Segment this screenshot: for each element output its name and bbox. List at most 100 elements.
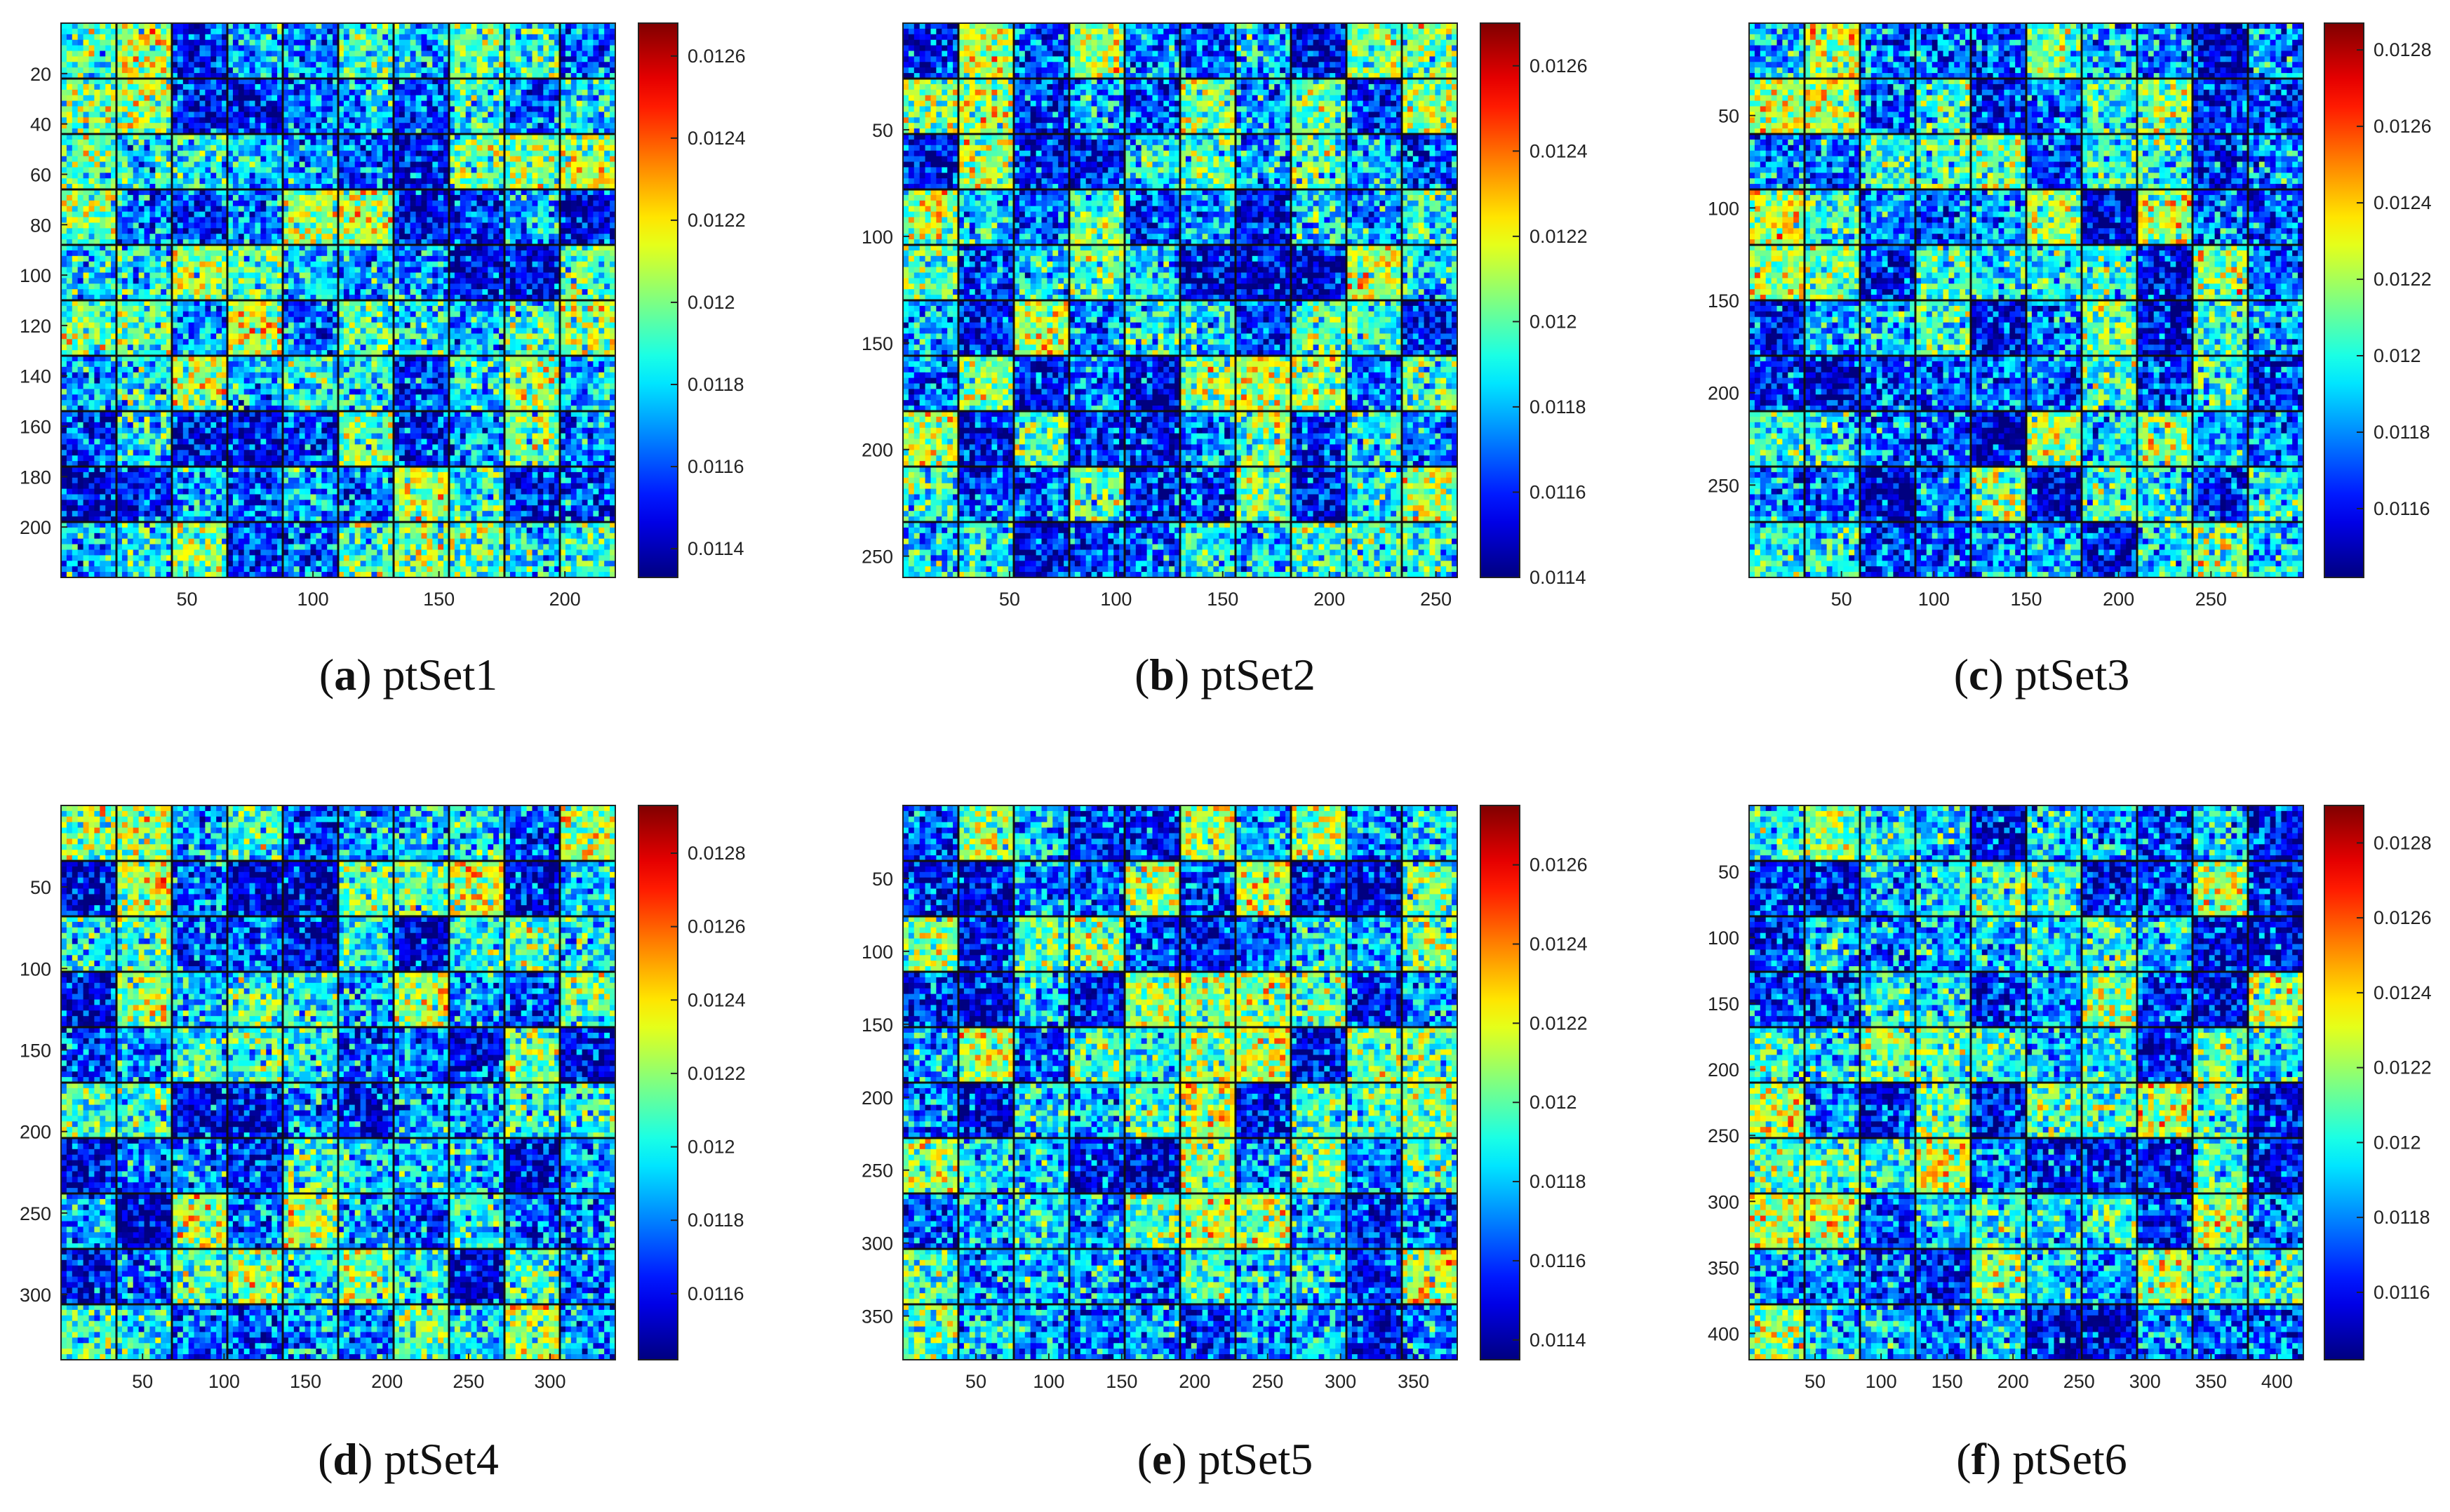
heatmap-cell — [410, 173, 416, 178]
heatmap-cell — [288, 256, 294, 262]
heatmap-cell — [83, 262, 89, 267]
heatmap-cell — [216, 262, 222, 267]
heatmap-cell — [288, 90, 294, 95]
heatmap-cell — [471, 34, 477, 40]
heatmap-cell — [344, 107, 349, 112]
heatmap-cell — [460, 206, 466, 212]
heatmap-cell — [588, 62, 594, 67]
heatmap-cell — [410, 84, 416, 90]
heatmap-cell — [94, 112, 100, 117]
heatmap-cell — [565, 46, 571, 51]
heatmap-cell — [577, 123, 582, 128]
heatmap-cell — [510, 23, 516, 29]
heatmap-cell — [139, 278, 145, 283]
heatmap-cell — [482, 67, 488, 73]
heatmap-cell — [537, 278, 543, 283]
heatmap-cell — [588, 34, 594, 40]
heatmap-cell — [321, 250, 327, 256]
heatmap-cell — [78, 278, 83, 283]
heatmap-cell — [460, 117, 466, 123]
heatmap-cell — [432, 40, 438, 46]
heatmap-cell — [255, 267, 261, 273]
heatmap-cell — [399, 173, 405, 178]
heatmap-cell — [521, 23, 527, 29]
heatmap-cell — [377, 256, 382, 262]
heatmap-cell — [216, 283, 222, 289]
heatmap-cell — [427, 84, 432, 90]
heatmap-cell — [255, 34, 261, 40]
heatmap-cell — [327, 195, 333, 201]
heatmap-cell — [382, 56, 388, 62]
heatmap-cell — [416, 90, 422, 95]
heatmap-cell — [537, 62, 543, 67]
heatmap-cell — [533, 51, 538, 57]
heatmap-cell — [371, 234, 377, 239]
heatmap-cell — [100, 29, 105, 34]
heatmap-cell — [128, 51, 133, 57]
heatmap-cell — [460, 101, 466, 107]
heatmap-cell — [316, 112, 321, 117]
heatmap-cell — [145, 117, 150, 123]
heatmap-cell — [305, 156, 311, 162]
heatmap-cell — [488, 46, 493, 51]
heatmap-cell — [366, 250, 372, 256]
heatmap-cell — [105, 195, 111, 201]
heatmap-cell — [183, 112, 189, 117]
heatmap-cell — [316, 140, 321, 145]
heatmap-cell — [178, 40, 183, 46]
heatmap-cell — [344, 256, 349, 262]
heatmap-cell — [311, 34, 316, 40]
heatmap-cell — [189, 46, 194, 51]
heatmap-cell — [94, 234, 100, 239]
heatmap-cell — [399, 112, 405, 117]
heatmap-cell — [288, 62, 294, 67]
heatmap-cell — [516, 123, 521, 128]
heatmap-cell — [260, 234, 266, 239]
heatmap-cell — [466, 218, 471, 223]
heatmap-cell — [294, 222, 300, 228]
heatmap-cell — [183, 289, 189, 295]
heatmap-cell — [145, 67, 150, 73]
heatmap-cell — [205, 29, 210, 34]
heatmap-cell — [183, 206, 189, 212]
heatmap-cell — [455, 206, 460, 212]
heatmap-cell — [100, 117, 105, 123]
heatmap-cell — [549, 62, 554, 67]
heatmap-cell — [105, 34, 111, 40]
heatmap-cell — [300, 273, 305, 279]
heatmap-cell — [416, 167, 422, 173]
heatmap-cell — [139, 201, 145, 206]
heatmap-cell — [405, 218, 410, 223]
heatmap-cell — [577, 201, 582, 206]
heatmap-cell — [593, 201, 598, 206]
heatmap-cell — [349, 67, 355, 73]
heatmap-cell — [344, 250, 349, 256]
heatmap-cell — [260, 140, 266, 145]
heatmap-cell — [471, 29, 477, 34]
heatmap-cell — [422, 123, 427, 128]
heatmap-cell — [272, 262, 277, 267]
heatmap-cell — [100, 167, 105, 173]
heatmap-cell — [521, 101, 527, 107]
heatmap-cell — [521, 278, 527, 283]
heatmap-cell — [516, 156, 521, 162]
heatmap-cell — [255, 51, 261, 57]
heatmap-cell — [210, 56, 216, 62]
heatmap-cell — [194, 123, 200, 128]
heatmap-cell — [83, 228, 89, 234]
heatmap-cell — [537, 101, 543, 107]
heatmap-cell — [89, 123, 95, 128]
heatmap-cell — [161, 90, 166, 95]
heatmap-cell — [466, 62, 471, 67]
heatmap-cell — [83, 289, 89, 295]
heatmap-cell — [128, 173, 133, 178]
heatmap-cell — [311, 222, 316, 228]
heatmap-cell — [133, 218, 139, 223]
heatmap-cell — [460, 95, 466, 101]
heatmap-cell — [149, 195, 155, 201]
heatmap-cell — [260, 278, 266, 283]
heatmap-cell — [178, 107, 183, 112]
heatmap-cell — [361, 167, 366, 173]
heatmap-cell — [72, 222, 78, 228]
heatmap-cell — [233, 56, 239, 62]
